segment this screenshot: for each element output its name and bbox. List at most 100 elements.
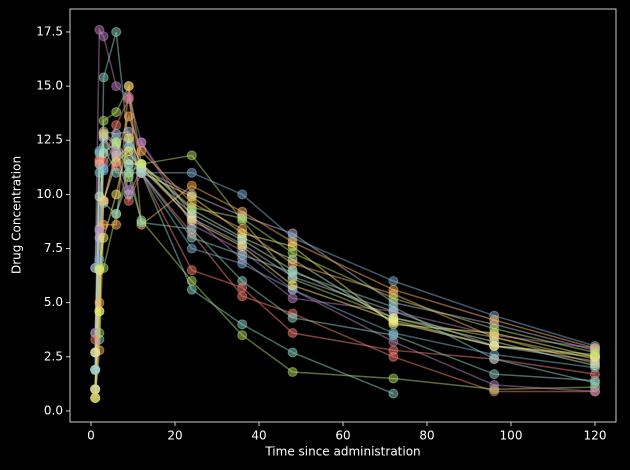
point	[237, 282, 248, 293]
point	[237, 258, 248, 269]
series-line	[94, 83, 596, 398]
point	[186, 150, 197, 161]
point	[287, 247, 298, 258]
point	[489, 340, 500, 351]
point	[123, 146, 134, 157]
point	[94, 306, 105, 317]
point	[489, 353, 500, 364]
point	[287, 293, 298, 304]
point	[98, 31, 109, 42]
point	[489, 379, 500, 390]
series-line	[94, 114, 596, 398]
point	[98, 115, 109, 126]
point	[111, 148, 122, 159]
point	[94, 297, 105, 308]
point	[94, 327, 105, 338]
point	[237, 319, 248, 330]
point	[90, 384, 101, 395]
point	[388, 302, 399, 313]
point	[98, 141, 109, 152]
point	[136, 167, 147, 178]
point	[123, 111, 134, 122]
point	[388, 293, 399, 304]
x-tick-label: 80	[419, 429, 434, 443]
x-tick-label: 60	[335, 429, 350, 443]
point	[90, 364, 101, 375]
x-tick-label: 20	[167, 429, 182, 443]
point	[237, 241, 248, 252]
x-tick-label: 120	[584, 429, 607, 443]
point	[590, 347, 600, 358]
point	[237, 189, 248, 200]
point	[186, 243, 197, 254]
point	[590, 360, 600, 371]
point	[111, 120, 122, 131]
point	[90, 347, 101, 358]
point	[94, 191, 105, 202]
point	[237, 224, 248, 235]
point	[287, 280, 298, 291]
y-tick-label: 17.5	[36, 24, 63, 38]
point	[237, 330, 248, 341]
point	[94, 265, 105, 276]
y-tick-label: 0.0	[44, 403, 63, 417]
y-tick-label: 2.5	[44, 349, 63, 363]
point	[94, 167, 105, 178]
point	[388, 345, 399, 356]
y-tick-label: 5.0	[44, 295, 63, 309]
point	[186, 224, 197, 235]
point	[111, 189, 122, 200]
point	[136, 159, 147, 170]
y-tick-label: 15.0	[36, 79, 63, 93]
point	[186, 202, 197, 213]
point	[489, 314, 500, 325]
x-axis-label: Time since administration	[264, 445, 420, 459]
point	[94, 254, 105, 265]
point	[111, 208, 122, 219]
point	[388, 388, 399, 399]
point	[287, 347, 298, 358]
point	[123, 189, 134, 200]
point	[489, 323, 500, 334]
point	[186, 167, 197, 178]
point	[98, 128, 109, 139]
point	[186, 232, 197, 243]
point	[388, 276, 399, 287]
series-line	[94, 135, 596, 390]
point	[136, 146, 147, 157]
point	[123, 154, 134, 165]
point	[186, 284, 197, 295]
point	[186, 265, 197, 276]
point	[489, 369, 500, 380]
point	[388, 314, 399, 325]
point	[237, 291, 248, 302]
point	[111, 167, 122, 178]
x-tick-label: 0	[87, 429, 95, 443]
point	[111, 107, 122, 118]
point	[186, 215, 197, 226]
point	[287, 327, 298, 338]
point	[590, 386, 600, 397]
point	[111, 81, 122, 92]
y-tick-label: 12.5	[36, 133, 63, 147]
point	[136, 137, 147, 148]
point	[98, 232, 109, 243]
point	[237, 250, 248, 261]
point	[590, 377, 600, 388]
series-line	[94, 86, 596, 399]
y-axis-label: Drug Concentration	[10, 156, 24, 274]
point	[287, 267, 298, 278]
point	[186, 180, 197, 191]
point	[123, 167, 134, 178]
point	[388, 327, 399, 338]
series-line	[94, 137, 596, 390]
y-tick-label: 10.0	[36, 187, 63, 201]
point	[123, 81, 134, 92]
x-tick-label: 40	[251, 429, 266, 443]
point	[111, 26, 122, 37]
y-tick-label: 7.5	[44, 241, 63, 255]
point	[123, 91, 134, 102]
point	[111, 219, 122, 230]
point	[237, 213, 248, 224]
